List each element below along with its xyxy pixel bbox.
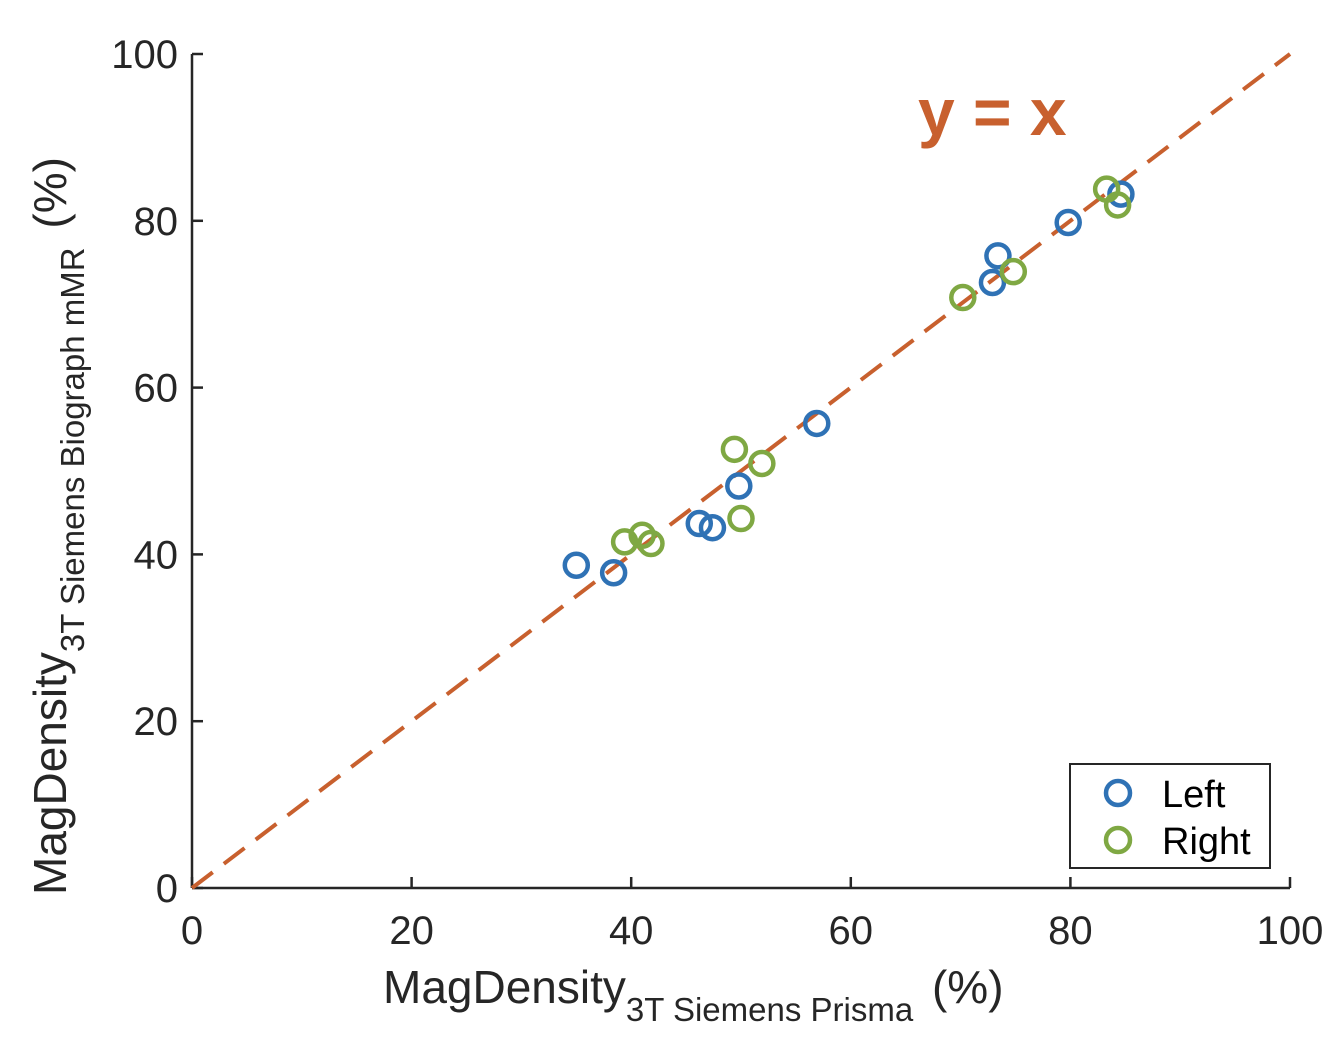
reference-line-annotation: y = x — [918, 75, 1067, 149]
data-point-left — [1054, 208, 1082, 237]
y-tick-label: 100 — [111, 33, 178, 77]
legend-box — [1069, 763, 1271, 869]
x-tick-label: 80 — [1048, 909, 1093, 953]
x-tick-label: 60 — [829, 909, 874, 953]
reference-line-y-equals-x — [190, 52, 1292, 890]
y-tick-label: 20 — [134, 700, 179, 744]
data-point-right — [748, 449, 776, 478]
x-tick-label: 100 — [1257, 909, 1324, 953]
data-point-left — [685, 509, 714, 538]
data-point-right — [727, 504, 755, 533]
data-point-left — [562, 551, 591, 579]
axes — [190, 54, 1290, 890]
data-points — [562, 175, 1135, 587]
data-point-left — [725, 472, 753, 500]
y-tick-label: 60 — [134, 367, 179, 411]
data-point-left — [984, 242, 1012, 270]
x-axis-label: MagDensity3T Siemens Prisma (%) — [383, 961, 1004, 1028]
y-axis-label: MagDensity3T Siemens Biograph mMR (%) — [24, 157, 91, 895]
data-point-left — [698, 513, 727, 542]
x-tick-label: 0 — [181, 909, 203, 953]
data-point-right — [720, 435, 749, 464]
y-tick-label: 80 — [134, 200, 179, 244]
x-tick-label: 40 — [609, 909, 654, 953]
x-tick-label: 20 — [389, 909, 434, 953]
data-point-left — [978, 268, 1007, 297]
legend-marker-right — [1103, 825, 1133, 855]
data-point-right — [610, 528, 639, 556]
data-point-left — [803, 409, 831, 438]
data-point-right — [1103, 191, 1132, 219]
legend-label-right: Right — [1162, 821, 1251, 863]
y-ticks: 0 20 40 60 80 100 — [111, 33, 203, 911]
data-point-right — [637, 529, 665, 558]
legend-label-left: Left — [1162, 774, 1226, 816]
legend-marker-left — [1103, 778, 1133, 808]
data-point-right — [999, 257, 1028, 286]
x-ticks: 0 20 40 60 80 100 — [181, 877, 1324, 953]
data-point-left — [599, 558, 628, 587]
y-tick-label: 0 — [156, 867, 178, 911]
data-point-right — [949, 283, 977, 312]
y-tick-label: 40 — [134, 533, 179, 577]
legend: Left Right — [1069, 763, 1271, 869]
